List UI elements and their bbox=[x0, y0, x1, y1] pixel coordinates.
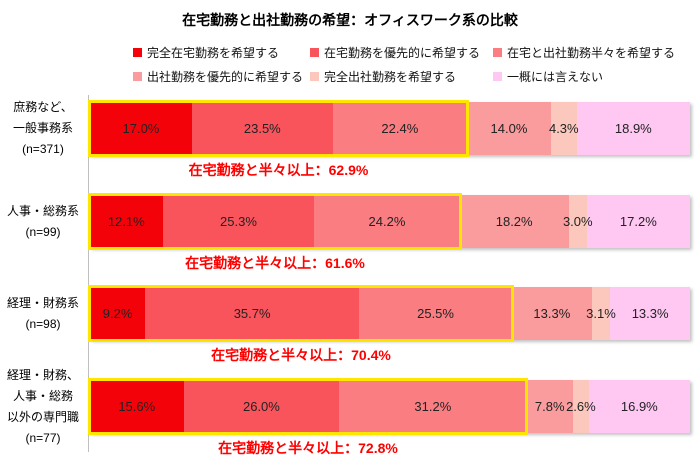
legend-swatch-icon bbox=[133, 48, 142, 57]
bar-segment: 26.0% bbox=[183, 380, 340, 433]
highlight-annotation: 在宅勤務と半々以上：72.8% bbox=[218, 440, 398, 456]
bar-segment: 4.3% bbox=[548, 102, 579, 155]
bar-segment-label: 35.7% bbox=[233, 306, 271, 321]
bar-segment-label: 25.3% bbox=[220, 214, 257, 229]
stacked-bar: 15.6% 26.0% 31.2% 7.8% 2.6% 16.9% bbox=[88, 378, 690, 435]
legend-label: 在宅勤務を優先的に希望する bbox=[324, 46, 481, 60]
category-label: 庶務など、一般事務系 (n=371) bbox=[0, 97, 86, 160]
legend-swatch-icon bbox=[493, 72, 502, 81]
bar-segment-label: 17.0% bbox=[122, 121, 160, 136]
bar-segment: 31.2% bbox=[339, 380, 527, 433]
legend-label: 出社勤務を優先的に希望する bbox=[147, 70, 304, 84]
stacked-bar: 12.1% 25.3% 24.2% 18.2% 3.0% 17.2% bbox=[88, 193, 690, 250]
bar-segment-label: 24.2% bbox=[368, 214, 406, 229]
category-label-line: 人事・総務系 bbox=[6, 204, 79, 218]
stacked-bar: 9.2% 35.7% 25.5% 13.3% 3.1% 13.3% bbox=[88, 285, 690, 342]
legend-item: 一概には言えない bbox=[493, 68, 675, 85]
stacked-bar: 17.0% 23.5% 22.4% 14.0% 4.3% 18.9% bbox=[88, 100, 690, 157]
category-label-line: (n=371) bbox=[22, 142, 64, 156]
bar-segment-label: 13.3% bbox=[533, 306, 571, 321]
bar-segment-label: 2.6% bbox=[566, 399, 596, 414]
bar-segment-label: 18.9% bbox=[614, 121, 652, 136]
category-label-line: (n=98) bbox=[25, 317, 61, 331]
bar-segment: 14.0% bbox=[467, 102, 551, 155]
legend-item: 完全出社勤務を希望する bbox=[310, 68, 493, 85]
bar-segment-label: 14.0% bbox=[490, 121, 528, 136]
highlight-annotation: 在宅勤務と半々以上：62.9% bbox=[188, 162, 369, 178]
bar-segment: 35.7% bbox=[145, 287, 360, 340]
legend-label: 在宅と出社勤務半々を希望する bbox=[507, 46, 676, 60]
bar-row: 15.6% 26.0% 31.2% 7.8% 2.6% 16.9% 在宅勤務と半々以上：72… bbox=[88, 378, 690, 458]
bar-segment: 22.4% bbox=[332, 102, 467, 155]
legend-label: 一概には言えない bbox=[507, 70, 604, 84]
bar-segment: 17.2% bbox=[586, 195, 690, 248]
bar-segment-label: 15.6% bbox=[118, 399, 156, 414]
bar-segment-label: 18.2% bbox=[495, 214, 533, 229]
bar-segment: 13.3% bbox=[610, 287, 690, 340]
bar-segment: 12.1% bbox=[90, 195, 163, 248]
legend-label: 完全出社勤務を希望する bbox=[324, 70, 457, 84]
bar-segment-label: 16.9% bbox=[620, 399, 658, 414]
category-label: 経理・財務系 (n=98) bbox=[0, 293, 86, 335]
highlight-annotation: 在宅勤務と半々以上：61.6% bbox=[185, 255, 365, 271]
legend-swatch-icon bbox=[493, 48, 502, 57]
bar-segment-label: 9.2% bbox=[102, 306, 133, 321]
category-label-line: 経理・財務、 bbox=[6, 368, 79, 382]
bar-segment-label: 31.2% bbox=[414, 399, 452, 414]
bar-segment: 18.9% bbox=[576, 102, 690, 155]
bar-segment-label: 7.8% bbox=[534, 399, 565, 414]
bar-segment-label: 17.2% bbox=[619, 214, 657, 229]
category-label-line: 経理・財務系 bbox=[6, 296, 79, 310]
category-label-line: 以外の専門職 bbox=[6, 410, 79, 424]
bar-segment-label: 22.4% bbox=[381, 121, 419, 136]
bar-row: 17.0% 23.5% 22.4% 14.0% 4.3% 18.9% 在宅勤務と半々以上：6… bbox=[88, 100, 690, 180]
bar-segment: 18.2% bbox=[459, 195, 569, 248]
legend-label: 完全在宅勤務を希望する bbox=[147, 46, 280, 60]
bar-segment: 7.8% bbox=[526, 380, 574, 433]
bar-segment-label: 12.1% bbox=[107, 214, 145, 229]
bar-segment: 3.1% bbox=[586, 287, 616, 340]
bar-segment-label: 13.3% bbox=[631, 306, 669, 321]
chart-title: 在宅勤務と出社勤務の希望：オフィスワーク系の比較 bbox=[182, 12, 518, 28]
bar-row: 12.1% 25.3% 24.2% 18.2% 3.0% 17.2% 在宅勤務と半々以上：6… bbox=[88, 193, 690, 273]
bar-segment-label: 4.3% bbox=[548, 121, 579, 136]
bar-segment: 25.3% bbox=[162, 195, 315, 248]
category-label-line: 庶務など、 bbox=[13, 100, 73, 114]
chart-legend: 完全在宅勤務を希望する 在宅勤務を優先的に希望する 在宅と出社勤務半々を希望する… bbox=[133, 44, 675, 85]
bar-segment: 17.0% bbox=[90, 102, 192, 155]
category-label: 経理・財務、 人事・総務以外の専門職 (n=77) bbox=[0, 365, 86, 449]
legend-item: 完全在宅勤務を希望する bbox=[133, 44, 310, 61]
bar-segment-label: 3.0% bbox=[562, 214, 593, 229]
legend-swatch-icon bbox=[310, 48, 319, 57]
bar-segment: 2.6% bbox=[566, 380, 596, 433]
highlight-annotation: 在宅勤務と半々以上：70.4% bbox=[211, 347, 391, 363]
bar-row: 9.2% 35.7% 25.5% 13.3% 3.1% 13.3% 在宅勤務と半々以上：70… bbox=[88, 285, 690, 365]
legend-item: 在宅勤務を優先的に希望する bbox=[310, 44, 493, 61]
legend-swatch-icon bbox=[133, 72, 142, 81]
bar-segment: 9.2% bbox=[90, 287, 146, 340]
bar-segment: 25.5% bbox=[359, 287, 512, 340]
bar-segment: 15.6% bbox=[90, 380, 184, 433]
bar-segment: 23.5% bbox=[191, 102, 333, 155]
category-label-line: 一般事務系 bbox=[12, 121, 73, 135]
category-label: 人事・総務系 (n=99) bbox=[0, 201, 86, 243]
y-axis-line bbox=[88, 95, 89, 452]
category-label-line: (n=77) bbox=[25, 431, 61, 445]
category-label-line: 人事・総務 bbox=[12, 389, 73, 403]
bar-segment: 3.0% bbox=[563, 195, 593, 248]
bar-segment: 16.9% bbox=[588, 380, 690, 433]
bar-segment: 13.3% bbox=[511, 287, 592, 340]
legend-item: 在宅と出社勤務半々を希望する bbox=[493, 44, 675, 61]
bar-segment-label: 23.5% bbox=[243, 121, 281, 136]
category-label-line: (n=99) bbox=[25, 225, 61, 239]
bar-segment-label: 26.0% bbox=[242, 399, 280, 414]
legend-swatch-icon bbox=[310, 72, 319, 81]
bar-segment-label: 25.5% bbox=[417, 306, 454, 321]
legend-item: 出社勤務を優先的に希望する bbox=[133, 68, 310, 85]
bar-segment-label: 3.1% bbox=[586, 306, 616, 321]
bar-segment: 24.2% bbox=[314, 195, 460, 248]
